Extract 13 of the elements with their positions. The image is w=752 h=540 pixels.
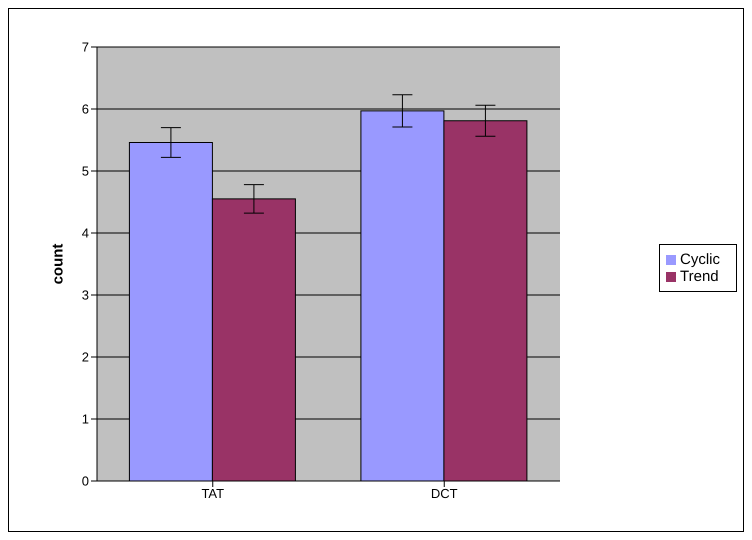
y-tick-label: 2: [82, 350, 89, 365]
y-tick-label: 6: [82, 102, 89, 117]
y-axis-title: count: [49, 244, 66, 284]
y-tick-label: 7: [82, 40, 89, 55]
x-tick-label: TAT: [201, 486, 224, 502]
y-tick-label: 4: [82, 226, 89, 241]
legend-label: Trend: [680, 268, 719, 285]
y-tick-label: 0: [82, 474, 89, 489]
y-tick-label: 1: [82, 412, 89, 427]
y-tick-label: 5: [82, 164, 89, 179]
legend-label: Cyclic: [680, 251, 720, 268]
x-tick-label: DCT: [430, 486, 458, 502]
y-tick-label: 3: [82, 288, 89, 303]
